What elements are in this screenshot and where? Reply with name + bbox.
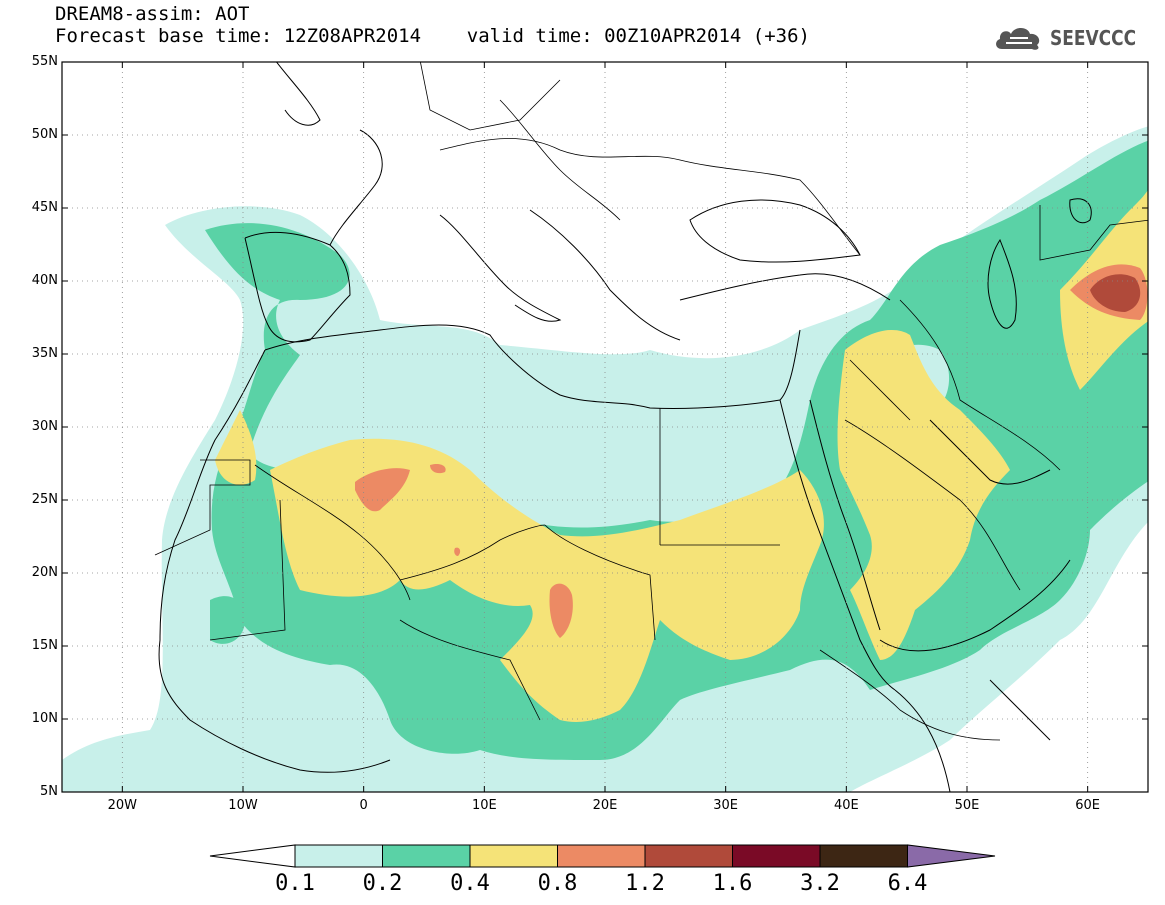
lon-tick-label: 10E — [471, 798, 497, 813]
colorbar-label: 1.6 — [712, 871, 753, 896]
uk-coast — [275, 62, 321, 126]
colorbar-label: 0.8 — [537, 871, 578, 896]
balkans-coast — [529, 209, 681, 341]
lon-tick-label: 0 — [359, 798, 368, 813]
lon-tick-label: 20W — [107, 798, 138, 813]
iraq-border — [849, 359, 911, 421]
lat-tick-label: 25N — [31, 492, 58, 507]
axis-ticks — [62, 61, 1148, 793]
iran-border — [899, 299, 1061, 471]
colorbar-label: 0.4 — [450, 871, 490, 896]
iberia-coast — [244, 231, 351, 343]
coastlines — [158, 62, 1092, 792]
colorbar-segment — [382, 844, 471, 868]
nigeria-border — [399, 619, 541, 721]
colorbar-segment — [732, 844, 821, 868]
logo-text: SEEVCCC — [1049, 26, 1136, 50]
colorbar-over-triangle — [907, 844, 996, 868]
kazakh-border — [1039, 205, 1148, 261]
cloud-icon — [995, 28, 1039, 50]
algeria-niger-border — [399, 524, 546, 581]
seevccc-logo: SEEVCCC — [992, 22, 1151, 54]
colorbar-label: 0.2 — [362, 871, 403, 896]
colorbar-label: 3.2 — [800, 871, 840, 896]
colorbar-segment — [819, 844, 908, 868]
aot-field — [62, 126, 1148, 792]
caspian-sea — [987, 238, 1017, 329]
title-line-1: DREAM8-assim: AOT — [55, 3, 250, 25]
italy-coast — [439, 214, 562, 322]
colorbar — [209, 844, 996, 868]
borders — [154, 62, 1148, 741]
colorbar-under-triangle — [209, 844, 296, 868]
somalia-coast — [989, 679, 1051, 741]
east-africa-coast — [894, 689, 951, 792]
aral-sea — [1069, 198, 1092, 224]
lon-tick-label: 40E — [833, 798, 859, 813]
west-africa-coast — [158, 349, 391, 773]
lon-tick-label: 20E — [592, 798, 618, 813]
ethiopia-border — [819, 649, 1001, 741]
lat-tick-label: 15N — [31, 638, 58, 653]
colorbar-segment — [644, 844, 733, 868]
europe-borders — [439, 138, 861, 256]
lat-tick-label: 35N — [31, 346, 58, 361]
lon-tick-label: 50E — [954, 798, 980, 813]
title-line-2: Forecast base time: 12Z08APR2014 valid t… — [55, 25, 810, 47]
arabia-south-coast — [879, 559, 1071, 652]
lat-tick-label: 10N — [31, 711, 58, 726]
lat-tick-label: 30N — [31, 419, 58, 434]
colorbar-label: 6.4 — [887, 871, 928, 896]
lat-tick-label: 5N — [40, 784, 58, 799]
persian-gulf — [929, 419, 1051, 485]
gridlines — [62, 62, 1148, 792]
north-africa-coast — [264, 324, 781, 409]
france-coast — [329, 129, 383, 246]
mauritania-border — [154, 459, 251, 556]
lon-tick-label: 60E — [1075, 798, 1101, 813]
colorbar-label: 0.1 — [275, 871, 315, 896]
lon-tick-label: 10W — [228, 798, 258, 813]
chad-border — [544, 524, 656, 641]
red-sea-east — [809, 399, 881, 631]
lat-tick-label: 20N — [31, 565, 58, 580]
saudi-border — [844, 419, 1021, 591]
colorbar-segment — [469, 844, 558, 868]
lat-tick-label: 50N — [31, 127, 58, 142]
lat-tick-label: 40N — [31, 273, 58, 288]
colorbar-segment — [294, 844, 383, 868]
colorbar-label: 1.2 — [625, 871, 665, 896]
west-sahara-border — [209, 499, 286, 641]
lon-tick-label: 30E — [713, 798, 739, 813]
europe-borders-2 — [499, 99, 621, 221]
europe-borders-3 — [419, 62, 561, 131]
levant-coast — [779, 329, 801, 401]
red-sea-west — [779, 399, 896, 691]
aot-contour-1.2 — [1090, 274, 1141, 312]
lat-tick-label: 45N — [31, 200, 58, 215]
mali-border — [254, 464, 411, 601]
lat-tick-label: 55N — [31, 54, 58, 69]
colorbar-segment — [557, 844, 646, 868]
turkey-coast — [679, 273, 891, 301]
